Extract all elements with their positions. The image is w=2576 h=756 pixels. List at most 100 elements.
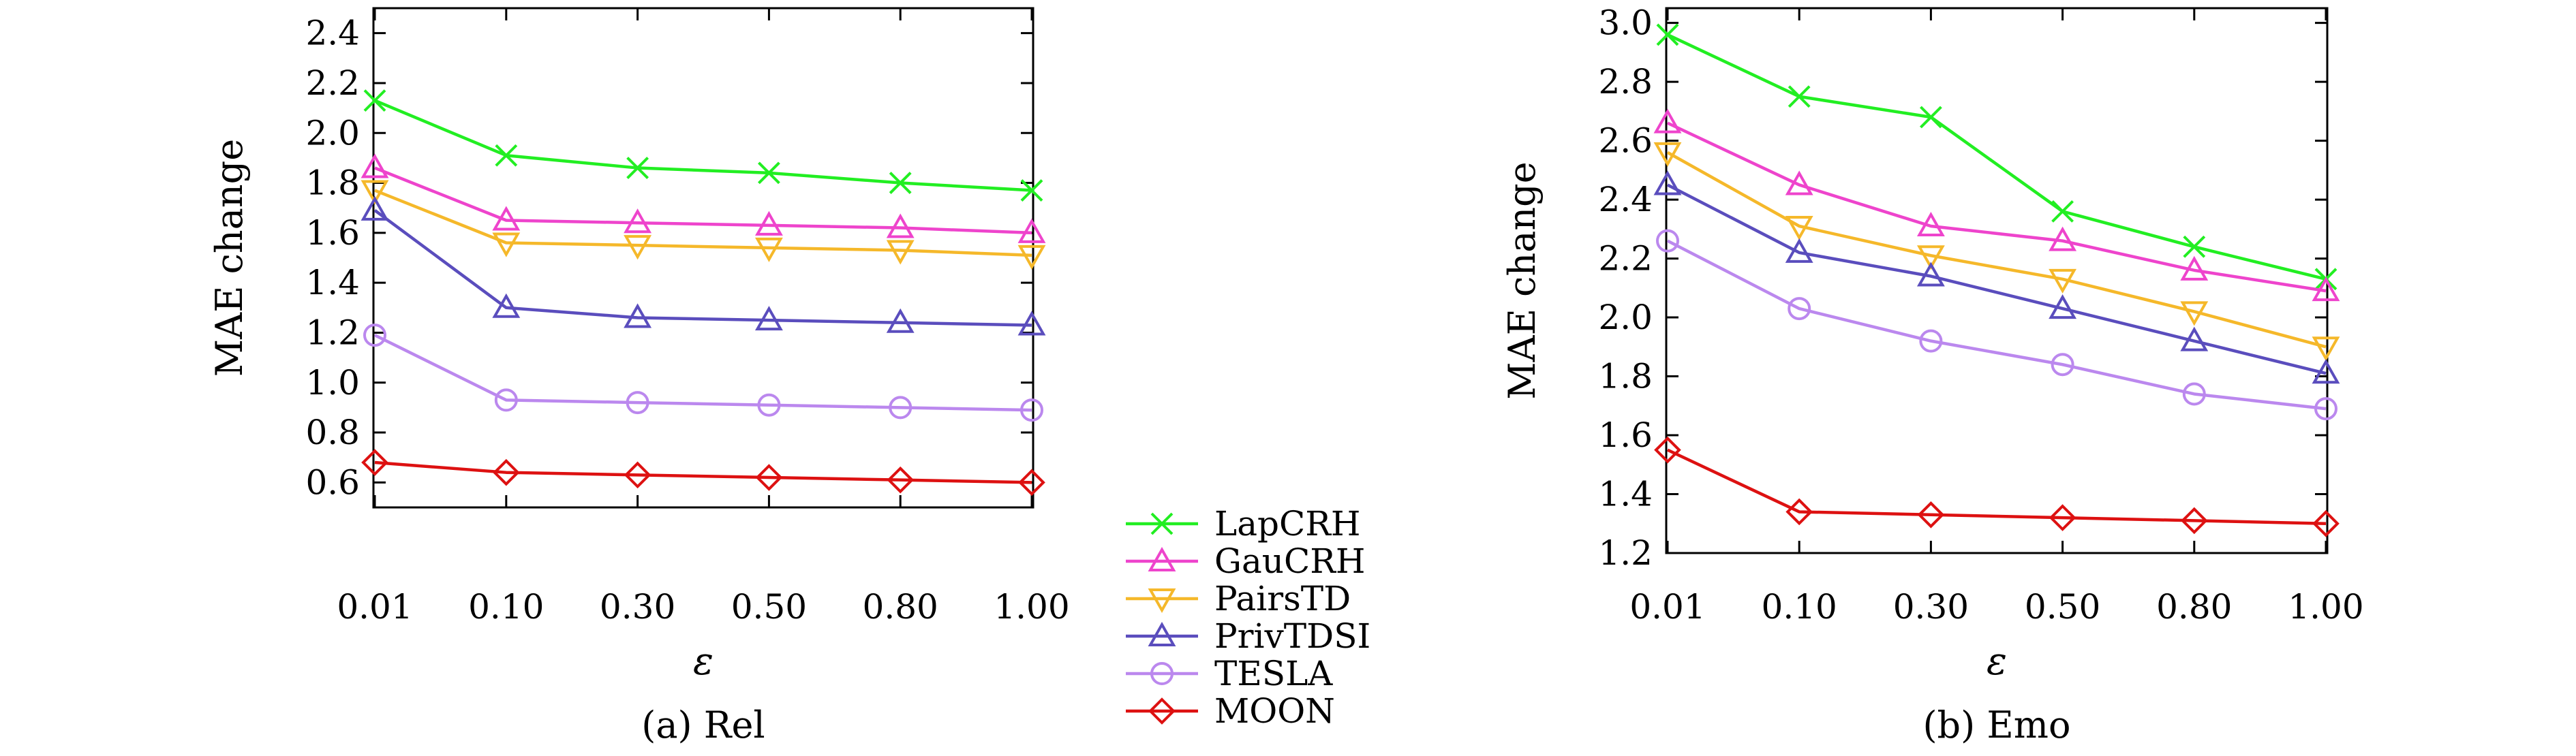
x-tick-label: 0.80 [863,587,938,627]
x-tick-label: 1.00 [2288,587,2363,627]
data-point-privtdsi [1017,311,1046,336]
series-line-gaucrh [1667,121,2327,293]
series-line-privtdsi [373,209,1032,327]
y-tick-label: 2.2 [305,63,360,103]
data-point-lapcrh [495,144,518,167]
x-tick-label: 0.50 [2025,587,2100,627]
x-tick-label: 1.00 [994,587,1069,627]
chart-panel-emo: 1.2 1.4 1.6 1.8 2.0 2.2 2.4 2.6 2.8 3.0 0.01 0.10 0.… [1501,3,2364,746]
data-point-lapcrh [1020,179,1043,202]
legend-item-tesla: TESLA [1126,654,1333,693]
data-point-lapcrh [757,161,780,185]
data-point-moon [755,464,783,491]
y-tick-label: 1.2 [1598,533,1653,573]
y-axis-label: MAE change [1501,161,1544,399]
data-point-privtdsi [492,293,521,318]
data-point-pairstd [2049,268,2077,294]
legend-marker-icon [1148,621,1176,646]
data-point-privtdsi [361,195,389,221]
data-point-pairstd [1916,245,1945,270]
series-gaucrh [1653,108,2340,302]
series-line-gaucrh [374,166,1032,235]
y-tick-label: 2.0 [1598,298,1653,337]
y-tick-label: 2.8 [1598,62,1653,101]
data-point-moon [2180,507,2208,535]
y-tick-label: 1.4 [1598,475,1653,514]
data-point-gaucrh [361,153,389,178]
y-tick-label: 2.4 [1598,180,1653,219]
series-privtdsi [361,195,1046,336]
data-point-tesla [1788,297,1811,321]
x-tick-label: 0.30 [1893,587,1969,627]
chart-panel-rel: 0.6 0.8 1.0 1.2 1.4 1.6 1.8 2.0 2.2 2.4 0.01 0.10 0.… [208,7,1070,746]
series-line-lapcrh [374,99,1032,192]
x-tick-label: 0.80 [2156,587,2232,627]
series-tesla [1656,229,2337,421]
x-tick-label: 0.01 [337,587,412,627]
data-point-gaucrh [754,210,783,236]
y-tick-label: 1.8 [305,163,360,203]
data-point-privtdsi [2180,326,2209,351]
data-point-privtdsi [2049,294,2077,319]
series-lapcrh [1656,23,2337,291]
data-point-pairstd [361,180,389,205]
data-point-tesla [1020,398,1043,422]
legend-marker-icon [1150,662,1174,685]
data-point-gaucrh [2180,255,2209,281]
y-tick-label: 1.4 [305,263,360,302]
data-point-gaucrh [1916,211,1945,236]
x-tick-label: 0.10 [468,587,544,627]
data-point-pairstd [886,240,915,265]
x-tick-label: 0.01 [1629,587,1705,627]
data-point-tesla [494,388,518,412]
y-axis-label: MAE change [208,139,251,377]
data-point-pairstd [2312,336,2340,362]
legend-label: PrivTDSI [1214,616,1370,656]
data-point-gaucrh [2312,277,2340,302]
y-tick-label: 3.0 [1598,3,1653,43]
data-point-privtdsi [2312,359,2340,384]
legend-item-lapcrh: LapCRH [1126,504,1361,544]
data-point-tesla [363,324,386,347]
y-tick-label: 1.6 [305,213,360,253]
plot-frame [1665,7,2329,554]
data-point-gaucrh [1017,218,1046,243]
legend-item-gaucrh: GauCRH [1126,541,1365,581]
series-moon [1654,436,2340,537]
data-point-privtdsi [1653,170,1682,195]
series-pairstd [1653,142,2340,362]
legend-label: PairsTD [1214,579,1351,618]
data-point-lapcrh [1656,23,1679,46]
data-point-gaucrh [2049,226,2077,251]
data-point-lapcrh [1919,106,1942,129]
data-point-gaucrh [624,208,652,234]
data-point-moon [887,466,915,494]
panel-caption: (a) Rel [641,704,765,746]
data-point-privtdsi [886,308,915,333]
x-axis-label: ε [1987,640,2007,684]
data-point-tesla [757,393,781,417]
data-point-lapcrh [1788,85,1811,108]
x-axis-label: ε [693,640,714,684]
data-point-tesla [889,396,913,420]
data-point-moon [1785,498,1813,526]
series-moon [361,449,1045,497]
data-point-privtdsi [624,303,652,328]
data-point-pairstd [1785,216,1813,241]
x-tick-label: 0.50 [731,587,807,627]
data-point-lapcrh [2051,200,2074,223]
data-point-gaucrh [492,206,521,231]
data-point-moon [1917,501,1945,529]
y-tick-label: 1.2 [305,313,360,352]
plot-frame [372,7,1034,509]
data-point-gaucrh [1785,170,1813,195]
data-point-lapcrh [889,172,912,194]
data-point-moon [624,461,651,489]
series-line-moon [374,460,1032,484]
data-point-moon [2312,509,2340,537]
panel-caption: (b) Emo [1922,704,2070,746]
y-tick-label: 0.8 [305,413,360,452]
legend-item-moon: MOON [1126,691,1335,731]
series-line-tesla [1666,239,2327,411]
